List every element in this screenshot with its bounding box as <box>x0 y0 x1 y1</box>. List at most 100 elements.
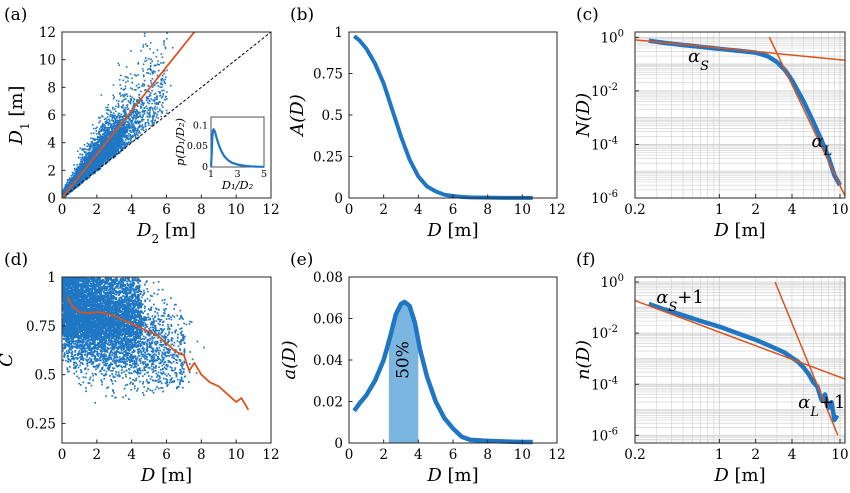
scatter-point <box>141 84 143 87</box>
scatter-point <box>125 66 128 68</box>
scatter-point <box>151 71 154 74</box>
scatter-point <box>155 98 157 101</box>
scatter-point <box>143 83 146 86</box>
scatter-point <box>126 142 128 144</box>
scatter-point <box>130 139 132 141</box>
scatter-point <box>114 146 117 148</box>
scatter-point <box>115 105 117 108</box>
scatter-point <box>96 168 98 170</box>
scatter-point <box>123 121 126 124</box>
scatter-point <box>161 96 163 99</box>
scatter-point <box>142 74 145 76</box>
scatter-point <box>132 125 134 127</box>
scatter-point <box>107 130 109 133</box>
scatter-point <box>154 108 157 111</box>
scatter-point <box>80 159 82 161</box>
scatter-point <box>114 147 116 150</box>
scatter-point <box>150 125 153 127</box>
scatter-point <box>122 115 125 118</box>
scatter-point <box>150 98 152 100</box>
scatter-point <box>149 108 151 111</box>
scatter-point <box>122 123 125 126</box>
scatter-point <box>115 151 117 154</box>
scatter-point <box>71 182 73 184</box>
scatter-point <box>136 104 138 107</box>
scatter-point <box>128 123 131 125</box>
scatter-point <box>120 134 123 137</box>
scatter-point <box>122 79 125 82</box>
scatter-point <box>138 126 141 128</box>
scatter-point <box>88 151 90 154</box>
scatter-point <box>90 141 93 143</box>
scatter-point <box>111 130 113 133</box>
scatter-point <box>137 112 140 114</box>
scatter-point <box>115 153 117 156</box>
scatter-point <box>141 118 144 121</box>
scatter-point <box>151 115 154 118</box>
scatter-point <box>74 168 76 171</box>
scatter-point <box>107 106 109 109</box>
scatter-point <box>160 80 163 82</box>
scatter-point <box>127 141 130 143</box>
scatter-point <box>144 43 147 45</box>
scatter-point <box>147 97 150 100</box>
scatter-point <box>150 92 152 94</box>
scatter-point <box>153 122 156 124</box>
scatter-point <box>147 113 150 115</box>
scatter-point <box>122 143 124 146</box>
scatter-point <box>126 121 129 124</box>
scatter-point <box>151 102 153 105</box>
scatter-point <box>101 161 104 163</box>
scatter-point <box>98 139 100 141</box>
scatter-point <box>68 178 71 181</box>
scatter-point <box>144 88 147 91</box>
scatter-point <box>163 89 165 92</box>
scatter-point <box>105 106 107 109</box>
scatter-point <box>117 128 119 131</box>
scatter-point <box>163 72 165 75</box>
scatter-point <box>161 86 163 88</box>
scatter-point <box>137 129 139 131</box>
scatter-point <box>95 143 98 146</box>
scatter-point <box>95 133 98 135</box>
scatter-point <box>163 61 165 64</box>
scatter-point <box>130 87 132 89</box>
scatter-point <box>133 132 136 135</box>
scatter-point <box>85 156 88 159</box>
scatter-point <box>132 135 135 138</box>
scatter-point <box>116 119 119 122</box>
scatter-point <box>156 107 158 109</box>
scatter-point <box>89 144 92 146</box>
scatter-point <box>85 161 88 164</box>
scatter-point <box>87 177 89 179</box>
scatter-point <box>156 113 159 116</box>
scatter-point <box>117 149 119 151</box>
scatter-point <box>163 40 165 42</box>
scatter-point <box>86 148 89 151</box>
scatter-point <box>108 129 110 132</box>
scatter-point <box>149 115 151 117</box>
scatter-point <box>65 189 68 191</box>
scatter-point <box>126 143 128 146</box>
scatter-point <box>132 109 134 112</box>
scatter-point <box>146 112 149 114</box>
scatter-point <box>158 69 160 72</box>
scatter-point <box>141 116 144 119</box>
scatter-point <box>148 102 150 105</box>
scatter-point <box>96 138 99 140</box>
scatter-point <box>117 104 120 107</box>
scatter-point <box>96 136 99 139</box>
scatter-point <box>120 87 122 90</box>
scatter-point <box>123 88 125 91</box>
scatter-point <box>137 105 139 108</box>
scatter-point <box>133 134 135 136</box>
scatter-point <box>144 122 147 125</box>
scatter-point <box>124 113 127 115</box>
scatter-point <box>135 121 138 123</box>
scatter-point <box>156 103 159 105</box>
scatter-point <box>124 145 126 147</box>
scatter-point <box>107 124 110 126</box>
scatter-point <box>152 70 155 72</box>
scatter-point <box>104 163 106 165</box>
scatter-point <box>143 107 145 109</box>
